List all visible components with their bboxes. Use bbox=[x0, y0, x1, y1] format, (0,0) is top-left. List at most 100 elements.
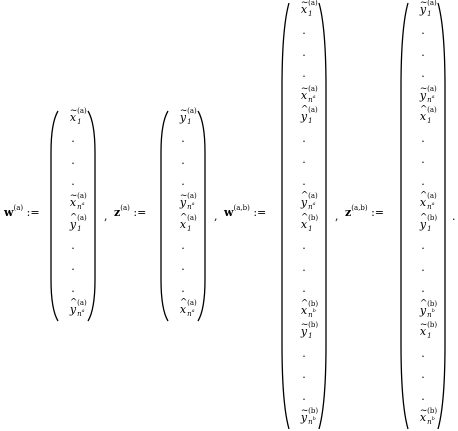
entry-base: y bbox=[300, 110, 308, 124]
entry-base: y bbox=[300, 411, 308, 424]
vdots: . bbox=[281, 47, 327, 58]
entry-superscript: (a) bbox=[308, 0, 318, 7]
entry-symbol: y ^ (a) na bbox=[70, 299, 87, 318]
entry-base: y bbox=[300, 196, 308, 210]
vdots: . bbox=[160, 133, 206, 144]
right-paren bbox=[437, 2, 446, 430]
separator-comma: , bbox=[104, 210, 108, 223]
dot: . bbox=[71, 239, 75, 252]
tilde-accent: ~ bbox=[300, 406, 309, 416]
entry-subscript: 1 bbox=[427, 117, 432, 126]
hat-accent: ^ bbox=[419, 191, 428, 202]
vector-entry: x ~ (b) nb bbox=[400, 407, 446, 426]
entry-subscript: nb bbox=[427, 415, 435, 426]
dot: . bbox=[71, 260, 75, 274]
vector-entry: x ^ (a) 1 bbox=[400, 106, 446, 125]
vdots: . bbox=[160, 176, 206, 187]
dot: . bbox=[421, 260, 425, 274]
vdots: . bbox=[281, 391, 327, 402]
dot: . bbox=[302, 346, 306, 360]
entry-symbol: y ~ (a) 1 bbox=[180, 107, 197, 126]
entry-base: x bbox=[419, 325, 427, 339]
entry-base: x bbox=[419, 411, 427, 424]
entry-subscript: 1 bbox=[427, 10, 432, 18]
assign-operator: := bbox=[26, 206, 40, 219]
dot: . bbox=[421, 153, 425, 167]
entry-subscript: 1 bbox=[308, 117, 313, 126]
hat-accent: ^ bbox=[419, 212, 428, 223]
entry-superscript: (a) bbox=[187, 299, 197, 307]
entry-superscript: (a) bbox=[308, 106, 318, 115]
entry-superscript: (b) bbox=[308, 299, 319, 308]
tilde-accent: ~ bbox=[179, 106, 188, 116]
entry-subscript: 1 bbox=[427, 224, 432, 233]
entry-subscript: 1 bbox=[308, 10, 313, 18]
label-z-a: z(a) := bbox=[114, 204, 146, 218]
entry-base: y bbox=[179, 196, 187, 210]
entry-symbol: x ~ (a) 1 bbox=[301, 0, 318, 18]
vdots: . bbox=[50, 261, 96, 272]
vector-entry: y ^ (a) 1 bbox=[281, 106, 327, 126]
entry-superscript: (a) bbox=[427, 106, 437, 115]
left-paren bbox=[281, 2, 290, 430]
entry-symbol: x ^ (b) nb bbox=[300, 299, 318, 318]
vdots: . bbox=[400, 262, 446, 273]
separator-comma: , bbox=[335, 210, 339, 223]
dot: . bbox=[181, 260, 185, 274]
hat-accent: ^ bbox=[179, 212, 188, 223]
entry-symbol: y ^ (b) 1 bbox=[420, 213, 437, 232]
dot: . bbox=[302, 24, 306, 38]
entry-symbol: y ^ (a) 1 bbox=[70, 213, 87, 232]
dot: . bbox=[421, 131, 425, 145]
entry-subscript: 1 bbox=[77, 118, 82, 126]
vdots: . bbox=[160, 155, 206, 166]
vector-entry: x ~ (a) 1 bbox=[281, 0, 327, 18]
vector-entry: y ^ (b) 1 bbox=[400, 213, 446, 232]
tilde-accent: ~ bbox=[419, 320, 428, 331]
vector-entry: x ^ (a) na bbox=[160, 299, 206, 318]
label-w-a: w(a) := bbox=[4, 205, 40, 219]
vdots: . bbox=[281, 176, 327, 187]
vector-entry: x ^ (b) nb bbox=[281, 299, 327, 318]
vdots: . bbox=[281, 154, 327, 165]
symbol-w: w bbox=[4, 206, 14, 219]
dot: . bbox=[302, 260, 306, 274]
vector-entry: x ^ (b) 1 bbox=[281, 213, 327, 232]
dot: . bbox=[421, 45, 425, 59]
entry-symbol: y ^ (a) na bbox=[300, 192, 318, 211]
entry-superscript: (a) bbox=[187, 192, 197, 201]
entry-superscript: (a) bbox=[427, 192, 437, 201]
vdots: . bbox=[400, 176, 446, 187]
tilde-accent: ~ bbox=[419, 83, 428, 94]
entry-subscript: 1 bbox=[77, 224, 82, 233]
dot: . bbox=[421, 282, 425, 296]
assign-operator: := bbox=[371, 206, 385, 219]
entry-symbol: x ^ (a) 1 bbox=[419, 106, 437, 125]
entry-subscript: 1 bbox=[308, 332, 313, 341]
vector-entry: y ^ (a) 1 bbox=[50, 213, 96, 232]
dot: . bbox=[71, 281, 75, 295]
entry-superscript: (a) bbox=[77, 299, 87, 307]
vdots: . bbox=[400, 283, 446, 294]
right-paren bbox=[197, 110, 206, 322]
superscript: (a) bbox=[120, 204, 130, 213]
vdots: . bbox=[400, 348, 446, 359]
vdots: . bbox=[281, 240, 327, 251]
assign-operator: := bbox=[253, 206, 267, 219]
entry-symbol: x ^ (a) 1 bbox=[180, 213, 197, 232]
entry-base: x bbox=[419, 110, 427, 124]
entry-superscript: (b) bbox=[308, 321, 319, 330]
dot: . bbox=[302, 45, 306, 59]
left-paren bbox=[160, 110, 169, 322]
entry-base: x bbox=[300, 303, 308, 317]
entry-base: x bbox=[69, 196, 77, 210]
right-paren bbox=[87, 110, 96, 322]
dot: . bbox=[71, 175, 75, 188]
dot: . bbox=[421, 24, 425, 38]
parentheses bbox=[281, 2, 327, 430]
vector-z-ab: y ~ (a) 1... y ~ (a) na x ^ (a) 1... x ^ (a) na y ^ (b) 1..… bbox=[400, 0, 446, 430]
dot: . bbox=[302, 67, 306, 81]
entry-superscript: (b) bbox=[308, 213, 319, 222]
dot: . bbox=[181, 132, 185, 146]
vector-entry: y ^ (a) na bbox=[281, 192, 327, 211]
